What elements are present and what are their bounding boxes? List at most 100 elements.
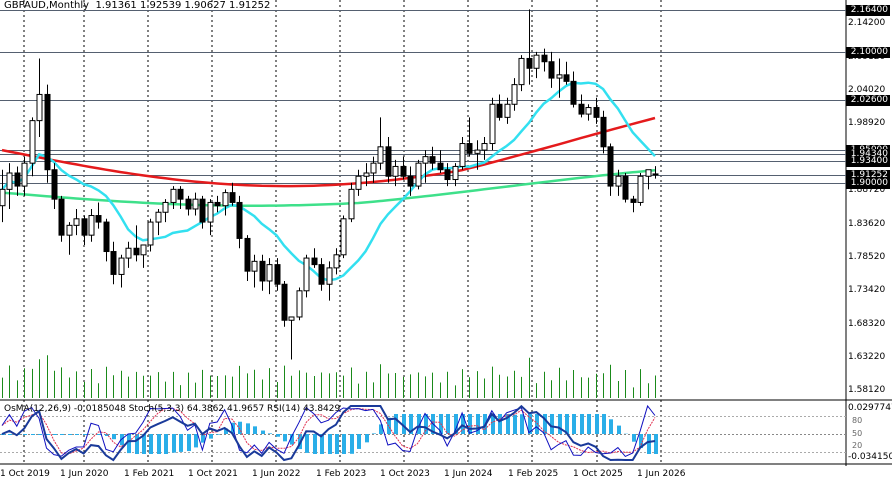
osma-bar	[342, 434, 346, 454]
osma-bar	[38, 434, 42, 435]
candle-body	[318, 264, 325, 285]
chart-header: GBPAUD,Monthly 1.91361 1.92539 1.90627 1…	[4, 0, 270, 11]
osma-bar	[194, 434, 198, 448]
osc-mini-label: 50	[852, 429, 863, 438]
price-label: 2.04020	[848, 85, 886, 96]
osma-bar	[60, 434, 64, 435]
candle-body	[622, 175, 629, 200]
candle-body	[422, 156, 429, 164]
price-level-tag: 1.94340	[846, 149, 890, 161]
candle-body	[162, 201, 169, 213]
candle-body	[185, 198, 192, 210]
osma-bar	[328, 434, 332, 454]
candle-body	[377, 146, 384, 164]
price-level-tag: 1.91252	[846, 169, 890, 181]
candle-body	[429, 156, 436, 164]
time-label: 1 Oct 2021	[188, 469, 238, 479]
time-label: 1 Oct 2023	[380, 469, 430, 479]
time-label: 1 Jun 2020	[60, 469, 109, 479]
osma-bar	[187, 434, 191, 452]
time-label: 1 Oct 2019	[0, 469, 50, 479]
price-label: 1.73420	[848, 285, 886, 296]
osma-bar	[172, 434, 176, 453]
osma-bar	[53, 434, 57, 435]
osma-bar	[372, 433, 376, 434]
candle-body	[452, 165, 459, 181]
osma-bar	[283, 434, 287, 442]
candle-body	[511, 84, 518, 105]
candle-body	[303, 257, 310, 292]
candle-body	[481, 143, 488, 151]
candle-body	[548, 61, 555, 79]
osma-bar	[424, 414, 428, 434]
price-label: 1.88720	[848, 185, 886, 196]
candle-body	[556, 74, 563, 79]
candle-body	[541, 54, 548, 63]
candle-body	[370, 162, 377, 174]
osma-bar	[446, 414, 450, 434]
candle-body	[66, 224, 73, 236]
candle-body	[207, 201, 214, 223]
price-label: 1.78520	[848, 251, 886, 262]
osma-bar	[468, 414, 472, 434]
candle-body	[496, 103, 503, 118]
osma-bar	[647, 434, 651, 454]
osma-bar	[587, 414, 591, 434]
candle-body	[563, 74, 570, 82]
osma-bar	[127, 434, 131, 454]
osma-bar	[46, 434, 50, 435]
time-label: 1 Feb 2021	[124, 469, 175, 479]
candle-body	[600, 116, 607, 148]
candle-body	[244, 237, 251, 272]
candle-body	[444, 169, 451, 181]
osma-bar	[602, 414, 606, 434]
osma-bar	[23, 434, 27, 435]
candle-body	[645, 169, 652, 177]
candle-body	[585, 107, 592, 115]
osma-bar	[379, 424, 383, 434]
candle-body	[437, 162, 444, 171]
price-level-tag: 2.10000	[846, 46, 890, 58]
plot-background	[0, 0, 846, 464]
price-level-tag: 2.02600	[846, 95, 890, 107]
osma-bar	[609, 419, 613, 434]
osma-bar	[572, 414, 576, 434]
candle-body	[526, 57, 533, 69]
candle-body	[311, 257, 318, 266]
candle-body	[88, 215, 95, 236]
price-level-tag: 2.16400	[846, 5, 890, 17]
osma-bar	[142, 434, 146, 454]
osma-bar	[513, 414, 517, 434]
osc-axis-label: 0.0297747	[848, 403, 892, 413]
osma-bar	[224, 428, 228, 434]
osma-bar	[654, 434, 658, 454]
candle-body	[385, 146, 392, 177]
candle-body	[363, 172, 370, 177]
candle-body	[266, 264, 273, 282]
osma-bar	[476, 414, 480, 434]
osma-bar	[8, 434, 12, 435]
candle-body	[177, 188, 184, 200]
candle-body	[147, 221, 154, 246]
osma-bar	[253, 426, 257, 434]
osma-bar	[112, 434, 116, 440]
candle-body	[199, 198, 206, 223]
osma-bar	[105, 434, 109, 436]
osma-bar	[394, 414, 398, 434]
osma-bar	[543, 414, 547, 434]
rsi-line	[1, 404, 656, 462]
candle-body	[259, 260, 266, 282]
osma-bar	[580, 414, 584, 434]
candle-body	[392, 165, 399, 177]
osc-axis-label: -0.034150	[848, 452, 892, 462]
osma-bar	[68, 434, 72, 435]
candle-body	[474, 149, 481, 154]
osc-mini-label: 20	[852, 441, 863, 450]
candle-body	[578, 103, 585, 115]
osma-bar	[506, 414, 510, 434]
ma-red-line	[1, 116, 656, 188]
price-level-tag: 1.90000	[846, 177, 890, 189]
candle-body	[21, 162, 28, 187]
time-label: 1 Feb 2025	[508, 469, 559, 479]
